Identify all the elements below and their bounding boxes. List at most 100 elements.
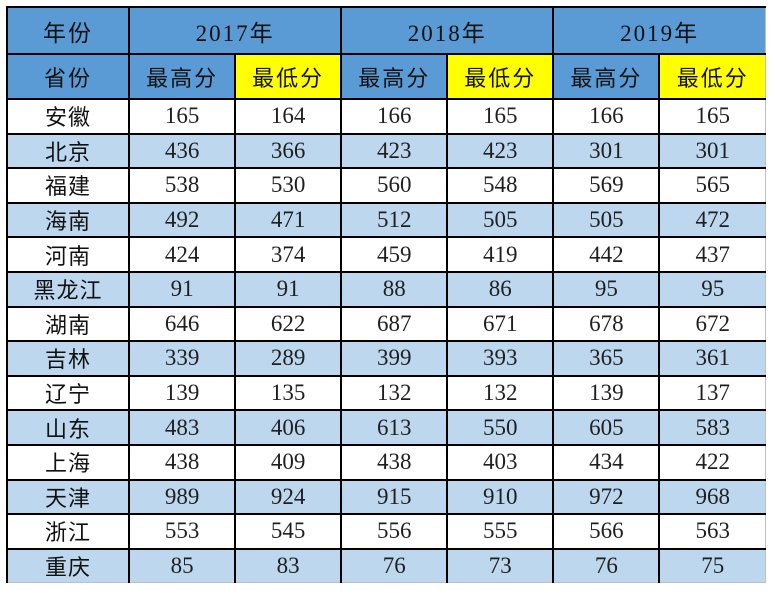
table-row: 浙江 553 545 556 555 566 563 [5,513,767,550]
year-header-row: 年份 2017年 2018年 2019年 [5,6,767,55]
table-row: 湖南 646 622 687 671 678 672 [5,305,767,343]
score-cell: 565 [658,167,767,204]
table-row: 吉林 339 289 399 393 365 361 [5,340,767,377]
table-row: 上海 438 409 438 403 434 422 [5,443,767,481]
score-cell: 132 [446,374,555,412]
province-cell: 安徽 [5,98,131,135]
score-cell: 166 [340,98,449,135]
score-cell: 339 [128,340,237,377]
score-cell: 436 [128,132,237,170]
score-cell: 95 [658,270,767,308]
score-cell: 88 [340,270,449,308]
score-cell: 924 [234,478,343,516]
score-cell: 424 [128,236,237,273]
score-cell: 553 [128,513,237,550]
score-cell: 483 [128,409,237,446]
score-cell: 583 [658,409,767,446]
score-cell: 403 [446,443,555,481]
score-cell: 671 [446,305,555,343]
score-cell: 569 [552,167,661,204]
score-cell: 365 [552,340,661,377]
max-score-header-2017: 最高分 [128,53,237,100]
table-row: 辽宁 139 135 132 132 139 137 [5,374,767,412]
score-cell: 442 [552,236,661,273]
score-cell: 399 [340,340,449,377]
score-cell: 560 [340,167,449,204]
score-cell: 76 [552,547,661,584]
score-cell: 492 [128,201,237,239]
province-cell: 北京 [5,132,131,170]
min-score-header-2017: 最低分 [234,53,343,100]
province-cell: 天津 [5,478,131,516]
score-cell: 910 [446,478,555,516]
score-cell: 135 [234,374,343,412]
table-row: 北京 436 366 423 423 301 301 [5,132,767,170]
score-cell: 419 [446,236,555,273]
score-cell: 83 [234,547,343,584]
score-cell: 164 [234,98,343,135]
table-row: 山东 483 406 613 550 605 583 [5,409,767,446]
score-cell: 85 [128,547,237,584]
max-score-header-2018: 最高分 [340,53,449,100]
year-header-2018: 2018年 [340,6,555,55]
score-cell: 545 [234,513,343,550]
province-cell: 山东 [5,409,131,446]
min-score-header-2019: 最低分 [658,53,767,100]
score-cell: 165 [658,98,767,135]
score-cell: 672 [658,305,767,343]
score-cell: 438 [340,443,449,481]
score-cell: 968 [658,478,767,516]
score-cell: 423 [340,132,449,170]
score-cell: 139 [552,374,661,412]
score-cell: 139 [128,374,237,412]
province-cell: 浙江 [5,513,131,550]
table-body: 安徽 165 164 166 165 166 165 北京 436 366 423 423 301 301… [5,98,767,584]
province-cell: 福建 [5,167,131,204]
max-score-header-2019: 最高分 [552,53,661,100]
year-header-2019: 2019年 [552,6,767,55]
score-cell: 86 [446,270,555,308]
score-cell: 165 [128,98,237,135]
score-cell: 548 [446,167,555,204]
score-cell: 438 [128,443,237,481]
score-cell: 166 [552,98,661,135]
score-cell: 530 [234,167,343,204]
province-cell: 重庆 [5,547,131,584]
province-cell: 湖南 [5,305,131,343]
subheader-row: 省份 最高分 最低分 最高分 最低分 最高分 最低分 [5,53,767,100]
score-cell: 505 [552,201,661,239]
score-cell: 556 [340,513,449,550]
score-cell: 678 [552,305,661,343]
score-cell: 605 [552,409,661,446]
score-cell: 366 [234,132,343,170]
score-cell: 972 [552,478,661,516]
score-cell: 76 [340,547,449,584]
province-cell: 上海 [5,443,131,481]
score-cell: 555 [446,513,555,550]
score-cell: 687 [340,305,449,343]
score-cell: 393 [446,340,555,377]
score-cell: 472 [658,201,767,239]
score-cell: 73 [446,547,555,584]
corner-cell-province: 省份 [5,53,131,100]
score-cell: 91 [234,270,343,308]
table-row: 天津 989 924 915 910 972 968 [5,478,767,516]
table-row: 黑龙江 91 91 88 86 95 95 [5,270,767,308]
score-cell: 646 [128,305,237,343]
score-cell: 512 [340,201,449,239]
table-row: 河南 424 374 459 419 442 437 [5,236,767,273]
score-cell: 423 [446,132,555,170]
province-cell: 黑龙江 [5,270,131,308]
table-row: 重庆 85 83 76 73 76 75 [5,547,767,584]
score-cell: 505 [446,201,555,239]
score-cell: 409 [234,443,343,481]
score-cell: 301 [658,132,767,170]
score-cell: 622 [234,305,343,343]
min-score-header-2018: 最低分 [446,53,555,100]
table-row: 安徽 165 164 166 165 166 165 [5,98,767,135]
score-cell: 563 [658,513,767,550]
score-cell: 406 [234,409,343,446]
score-cell: 95 [552,270,661,308]
score-cell: 989 [128,478,237,516]
score-cell: 613 [340,409,449,446]
